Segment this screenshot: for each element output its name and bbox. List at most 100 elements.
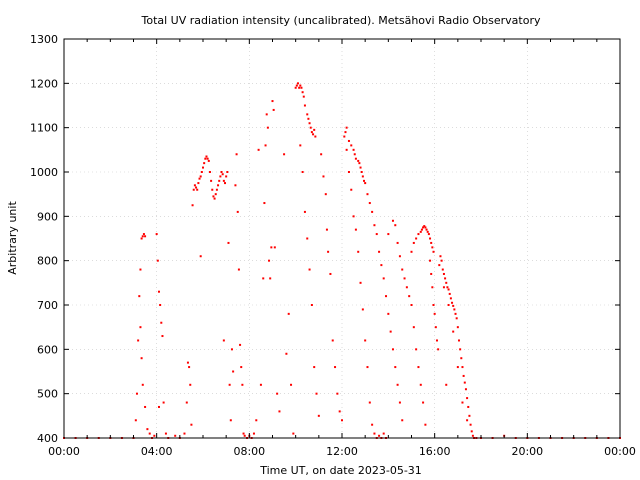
data-point (361, 308, 364, 311)
data-point (429, 237, 432, 240)
data-point (471, 434, 474, 437)
data-point (431, 246, 434, 249)
data-point (325, 228, 328, 231)
data-point (457, 339, 460, 342)
data-point (212, 195, 215, 198)
data-point (225, 175, 228, 178)
data-point (306, 237, 309, 240)
data-point (441, 268, 444, 271)
y-tick-label: 500 (37, 388, 58, 401)
data-point (373, 432, 376, 435)
data-point (210, 179, 213, 182)
data-point (183, 432, 186, 435)
data-point (310, 304, 313, 306)
data-point (352, 148, 355, 151)
data-point (366, 193, 369, 196)
data-point (263, 202, 266, 205)
data-point (422, 401, 425, 404)
data-point (185, 401, 188, 404)
data-point (141, 235, 144, 238)
data-point (424, 226, 427, 229)
data-point (197, 182, 200, 185)
data-point (213, 197, 216, 200)
data-point (341, 419, 343, 422)
data-point (434, 326, 437, 329)
data-point (324, 193, 327, 196)
data-point (219, 175, 222, 178)
data-point (301, 171, 304, 173)
data-point (287, 312, 290, 315)
data-point (368, 401, 371, 404)
data-point (431, 286, 434, 289)
data-point (174, 434, 177, 437)
data-point (138, 295, 141, 298)
data-point (234, 184, 237, 187)
data-point (196, 188, 199, 191)
data-point (211, 188, 214, 191)
data-point (203, 162, 206, 165)
data-point (161, 335, 164, 338)
data-point (144, 405, 147, 408)
data-point (262, 277, 265, 280)
data-point (445, 383, 448, 386)
data-point (273, 246, 276, 249)
data-point (445, 281, 448, 284)
data-point (221, 173, 224, 176)
data-point (222, 339, 225, 342)
data-point (417, 233, 420, 236)
data-point (222, 179, 225, 182)
data-point (306, 113, 309, 116)
data-point (308, 122, 311, 125)
data-point (382, 432, 385, 435)
data-point (198, 177, 201, 180)
data-point (207, 159, 210, 162)
data-point (429, 259, 432, 262)
data-point (452, 330, 455, 333)
data-point (159, 304, 162, 306)
data-point (160, 321, 163, 324)
data-point (307, 117, 310, 120)
data-point (314, 135, 317, 138)
x-tick-label: 12:00 (326, 445, 358, 458)
data-point (358, 162, 361, 165)
data-point (302, 95, 305, 98)
y-tick-label: 400 (37, 432, 58, 445)
data-point (417, 366, 420, 369)
data-point (444, 277, 447, 280)
data-point (140, 237, 143, 240)
data-point (391, 348, 394, 351)
data-point (398, 401, 401, 404)
chart-title: Total UV radiation intensity (uncalibrat… (141, 14, 541, 27)
data-point (259, 383, 262, 386)
data-point (308, 268, 311, 271)
data-point (156, 259, 159, 262)
data-point (193, 184, 196, 187)
data-point (266, 126, 269, 129)
data-point (378, 434, 381, 437)
data-point (366, 366, 369, 369)
data-point (347, 139, 350, 142)
data-point (252, 432, 255, 435)
data-point (139, 326, 142, 329)
data-point (296, 82, 299, 85)
data-point (396, 241, 399, 244)
data-point (331, 339, 334, 342)
data-point (357, 159, 360, 162)
data-point (415, 237, 418, 240)
data-point (338, 410, 341, 413)
data-point (199, 175, 202, 178)
data-point (347, 171, 350, 173)
data-point (141, 383, 144, 386)
data-point (204, 157, 207, 160)
data-point (385, 295, 388, 298)
data-point (432, 250, 435, 253)
data-point (142, 233, 145, 236)
data-point (310, 131, 313, 134)
data-point (453, 308, 456, 311)
data-point (440, 259, 443, 262)
data-point (229, 419, 232, 422)
data-point (137, 339, 140, 342)
data-point (419, 383, 422, 386)
data-point (301, 91, 304, 94)
data-point (139, 268, 142, 271)
